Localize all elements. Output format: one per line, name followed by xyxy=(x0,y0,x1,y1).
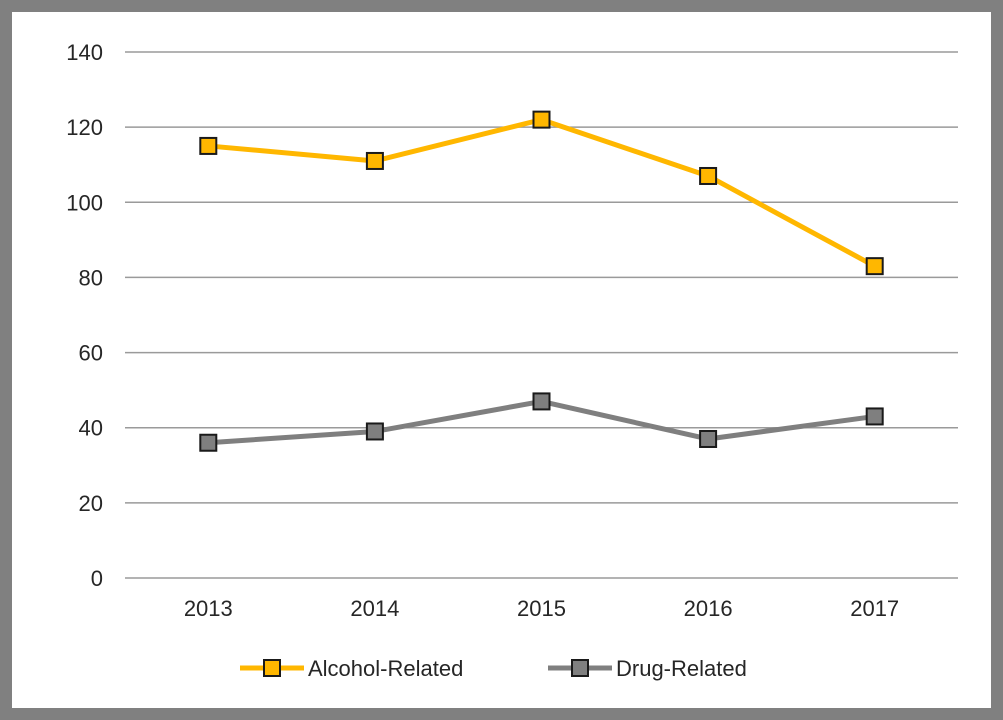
x-tick-label: 2013 xyxy=(184,596,233,621)
data-point-marker xyxy=(865,257,884,276)
data-point-marker xyxy=(532,110,551,129)
data-point-marker xyxy=(699,166,718,185)
series-0 xyxy=(199,110,884,276)
data-point-marker xyxy=(199,433,218,452)
y-tick-label: 0 xyxy=(91,566,103,591)
legend: Alcohol-Related Drug-Related xyxy=(240,656,747,681)
y-tick-label: 20 xyxy=(79,491,103,516)
legend-swatch-marker xyxy=(571,659,589,677)
y-tick-label: 100 xyxy=(66,190,103,215)
x-tick-label: 2014 xyxy=(350,596,399,621)
data-point-marker xyxy=(199,136,218,155)
series-1 xyxy=(199,392,884,452)
series-lines xyxy=(199,110,884,452)
y-axis-ticks: 0 20 40 60 80 100 120 140 xyxy=(66,40,103,591)
gridlines xyxy=(125,51,958,579)
data-point-marker xyxy=(699,429,718,448)
y-tick-label: 120 xyxy=(66,115,103,140)
legend-swatch-marker xyxy=(263,659,281,677)
x-tick-label: 2015 xyxy=(517,596,566,621)
data-point-marker xyxy=(365,151,384,170)
y-tick-label: 60 xyxy=(79,341,103,366)
x-axis-ticks: 2013 2014 2015 2016 2017 xyxy=(184,596,899,621)
x-tick-label: 2016 xyxy=(684,596,733,621)
data-point-marker xyxy=(865,407,884,426)
legend-item: Alcohol-Related xyxy=(240,656,463,681)
y-tick-label: 140 xyxy=(66,40,103,65)
legend-item: Drug-Related xyxy=(548,656,747,681)
x-tick-label: 2017 xyxy=(850,596,899,621)
series-line xyxy=(205,117,878,269)
data-point-marker xyxy=(365,422,384,441)
y-tick-label: 80 xyxy=(79,265,103,290)
legend-label: Alcohol-Related xyxy=(308,656,463,681)
data-point-marker xyxy=(532,392,551,411)
y-tick-label: 40 xyxy=(79,416,103,441)
legend-label: Drug-Related xyxy=(616,656,747,681)
